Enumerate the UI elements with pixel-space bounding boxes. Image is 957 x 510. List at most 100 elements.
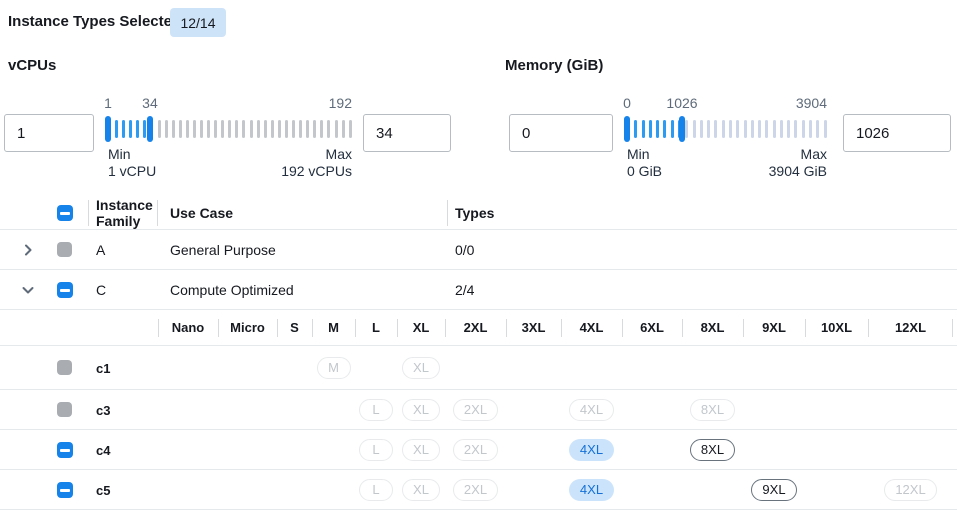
size-column-header-micro: Micro xyxy=(218,310,277,345)
slider-tick xyxy=(284,120,288,138)
size-cell-8xl: 8XL xyxy=(682,430,743,469)
slider-tick xyxy=(164,120,168,138)
checkbox-box xyxy=(57,402,72,417)
size-cell-12xl xyxy=(868,430,953,469)
column-separator xyxy=(868,319,869,337)
slider-tick xyxy=(699,120,703,138)
expand-toggle-C[interactable] xyxy=(19,281,37,299)
column-separator xyxy=(561,319,562,337)
instance-size-cells: L XL 2XL 4XL 8XL xyxy=(158,430,953,469)
vcpus-slider-high-handle[interactable] xyxy=(146,116,153,142)
slider-tick xyxy=(263,120,267,138)
slider-tick xyxy=(256,120,260,138)
slider-tick xyxy=(157,120,161,138)
use-case-cell: Compute Optimized xyxy=(170,282,294,298)
size-cell-3xl xyxy=(506,470,561,509)
size-cell-4xl xyxy=(561,346,622,389)
vcpus-range-slider: 1 34 192 Min 1 vCPU Max 192 vCPUs xyxy=(104,95,352,179)
indeterminate-checkbox-mark xyxy=(57,482,73,498)
memory-slider-low-handle[interactable] xyxy=(624,116,630,142)
expand-toggle-A[interactable] xyxy=(19,241,37,259)
slider-tick xyxy=(823,120,827,138)
vcpus-slider-low-handle[interactable] xyxy=(105,116,111,142)
slider-tick xyxy=(299,120,303,138)
slider-tick xyxy=(136,120,140,138)
size-header-label: Micro xyxy=(230,320,265,335)
size-header-label: 9XL xyxy=(762,320,786,335)
size-pill-c4-4xl[interactable]: 4XL xyxy=(568,438,615,461)
size-header-label: 2XL xyxy=(463,320,488,335)
size-column-header-s: S xyxy=(277,310,312,345)
column-separator xyxy=(805,319,806,337)
memory-max-value-label: 3904 xyxy=(795,95,827,111)
memory-slider-value-labels: 0 1026 3904 xyxy=(623,95,827,112)
size-cell-6xl xyxy=(622,346,682,389)
slider-tick xyxy=(185,120,189,138)
memory-min-caption: Min 0 GiB xyxy=(627,146,663,179)
slider-tick xyxy=(221,120,225,138)
size-pill-c5-4xl[interactable]: 4XL xyxy=(568,478,615,501)
slider-tick xyxy=(656,120,660,138)
instance-size-cells: M XL xyxy=(158,346,953,389)
memory-min-input[interactable] xyxy=(509,114,613,152)
selection-count-label: Instance Types Selected: xyxy=(8,13,187,30)
slider-tick xyxy=(207,120,211,138)
select-checkbox-c4[interactable] xyxy=(57,442,73,458)
size-cell-xl: XL xyxy=(397,346,445,389)
size-column-header-2xl: 2XL xyxy=(445,310,506,345)
vcpus-min-input[interactable] xyxy=(4,114,94,152)
slider-tick xyxy=(277,120,281,138)
types-count-cell: 0/0 xyxy=(455,242,475,258)
use-case-cell: General Purpose xyxy=(170,242,276,258)
size-cell-9xl xyxy=(743,346,805,389)
slider-tick xyxy=(192,120,196,138)
memory-slider-track[interactable] xyxy=(624,115,827,143)
size-column-header-l: L xyxy=(355,310,397,345)
slider-tick xyxy=(809,120,813,138)
instance-name: c3 xyxy=(96,402,111,418)
instance-name: c1 xyxy=(96,360,111,376)
size-cell-2xl: 2XL xyxy=(445,430,506,469)
slider-tick xyxy=(736,120,740,138)
size-header-row: Nano Micro S M L XL 2XL 3XL 4XL 6XL 8XL 9XL 10XL 12XL xyxy=(0,310,957,346)
size-cell-10xl xyxy=(805,430,868,469)
size-column-header-nano: Nano xyxy=(158,310,218,345)
size-column-header-3xl: 3XL xyxy=(506,310,561,345)
vcpus-max-input[interactable] xyxy=(363,114,451,152)
vcpus-min-caption: Min 1 vCPU xyxy=(108,146,157,179)
memory-max-caption: Max 3904 GiB xyxy=(768,146,827,179)
column-separator xyxy=(682,319,683,337)
memory-slider-high-handle[interactable] xyxy=(679,116,685,142)
size-cell-10xl xyxy=(805,346,868,389)
slider-tick xyxy=(348,120,352,138)
slider-tick xyxy=(228,120,232,138)
slider-tick xyxy=(692,120,696,138)
column-separator xyxy=(743,319,744,337)
slider-tick xyxy=(721,120,725,138)
slider-tick xyxy=(670,120,674,138)
chevron-down-icon xyxy=(22,287,34,294)
size-column-header-9xl: 9XL xyxy=(743,310,805,345)
size-pill-c3-2xl: 2XL xyxy=(452,398,499,421)
slider-tick xyxy=(648,120,652,138)
size-cell-9xl: 9XL xyxy=(743,470,805,509)
memory-max-input[interactable] xyxy=(843,114,951,152)
slider-tick xyxy=(707,120,711,138)
slider-tick xyxy=(122,120,126,138)
vcpus-slider-ticks xyxy=(108,120,352,138)
size-pill-c4-8xl[interactable]: 8XL xyxy=(689,438,736,461)
vcpus-filter-title: vCPUs xyxy=(8,57,57,74)
family-row-A: A General Purpose 0/0 xyxy=(0,230,957,270)
size-cell-l xyxy=(355,346,397,389)
vcpus-slider-track[interactable] xyxy=(105,115,352,143)
column-separator xyxy=(397,319,398,337)
size-cell-nano xyxy=(158,390,218,429)
size-pill-c5-9xl[interactable]: 9XL xyxy=(751,478,797,501)
checkbox-box xyxy=(57,360,72,375)
select-checkbox-C[interactable] xyxy=(57,282,73,298)
select-checkbox-all[interactable] xyxy=(57,205,73,221)
select-checkbox-c5[interactable] xyxy=(57,482,73,498)
indeterminate-checkbox-mark xyxy=(57,282,73,298)
size-cell-6xl xyxy=(622,430,682,469)
slider-tick xyxy=(750,120,754,138)
